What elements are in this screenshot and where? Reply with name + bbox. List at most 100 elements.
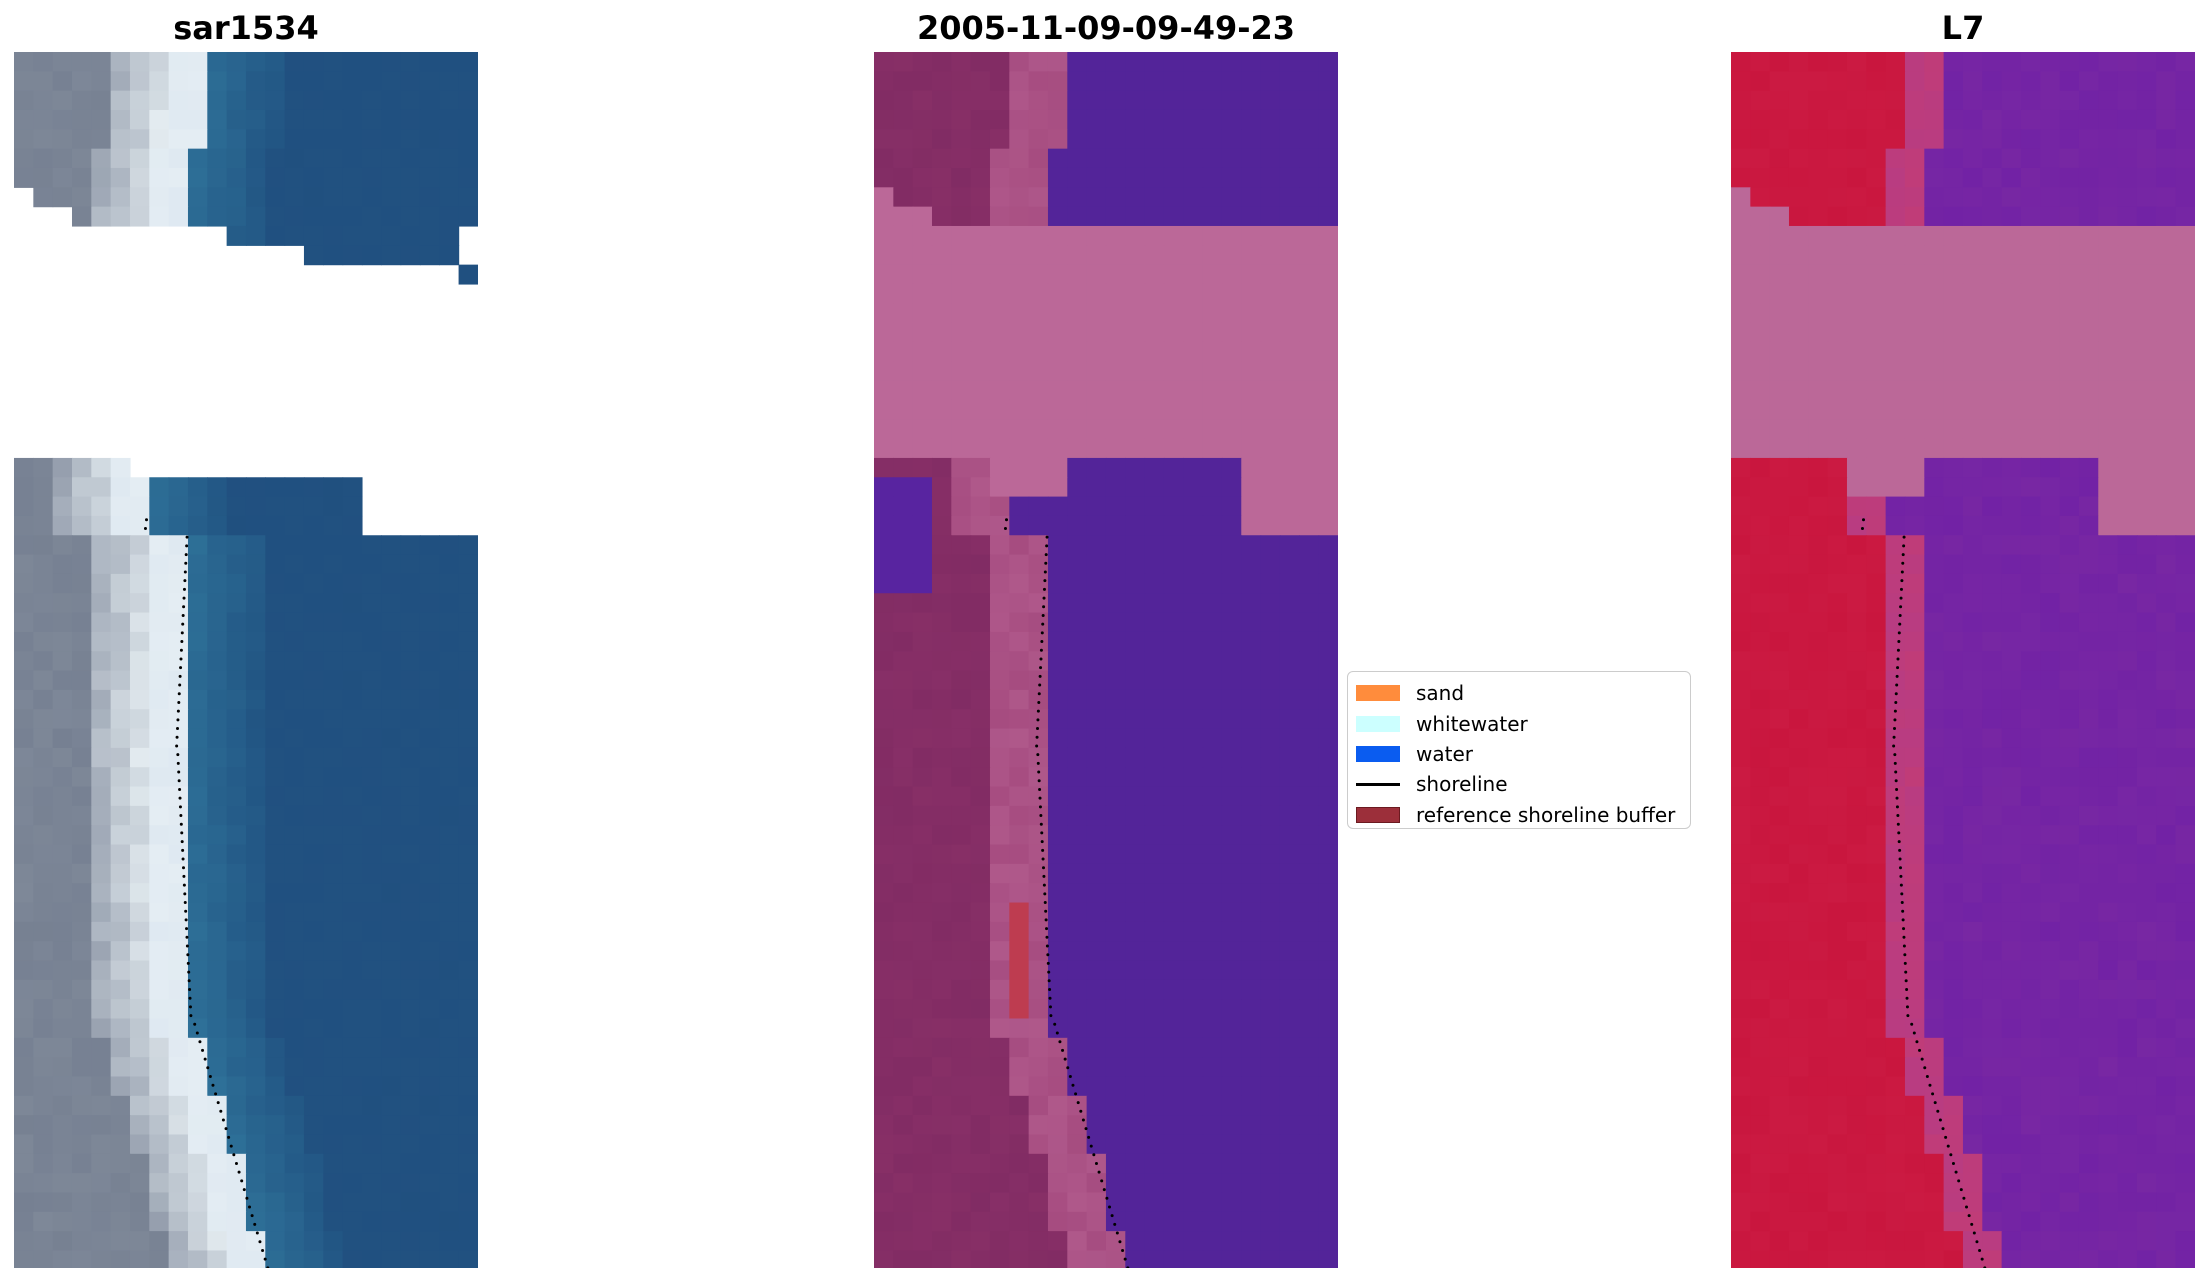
raster-pixel [1788, 651, 1809, 672]
raster-pixel [33, 535, 54, 556]
shoreline-dot [185, 944, 189, 948]
raster-pixel [1750, 921, 1771, 942]
raster-pixel [245, 960, 266, 981]
raster-pixel [2059, 283, 2080, 304]
raster-pixel [1067, 496, 1088, 517]
raster-pixel [265, 863, 286, 884]
raster-pixel [951, 728, 972, 749]
raster-pixel [1318, 438, 1338, 459]
raster-pixel [2001, 167, 2022, 188]
raster-pixel [1846, 245, 1867, 266]
shoreline-dot [1071, 1083, 1075, 1087]
raster-pixel [2098, 883, 2119, 904]
raster-pixel [1318, 380, 1338, 401]
raster-pixel [1924, 554, 1945, 575]
raster-pixel [2059, 999, 2080, 1020]
raster-pixel [1009, 902, 1030, 923]
raster-pixel [303, 670, 324, 691]
raster-pixel [1279, 1250, 1300, 1268]
raster-pixel [1144, 167, 1165, 188]
raster-pixel [970, 438, 991, 459]
raster-pixel [1846, 380, 1867, 401]
raster-pixel [912, 438, 933, 459]
raster-pixel [1067, 1173, 1088, 1194]
raster-pixel [893, 1250, 914, 1268]
raster-pixel [2059, 225, 2080, 246]
raster-pixel [187, 902, 208, 923]
raster-pixel [1846, 438, 1867, 459]
raster-pixel [1221, 999, 1242, 1020]
raster-pixel [1924, 612, 1945, 633]
raster-pixel [1279, 728, 1300, 749]
raster-pixel [1086, 883, 1107, 904]
raster-pixel [2136, 283, 2157, 304]
shoreline-dot [203, 1057, 207, 1061]
raster-pixel [1924, 438, 1945, 459]
raster-pixel [1866, 709, 1887, 730]
raster-pixel [2117, 225, 2138, 246]
raster-pixel [1750, 322, 1771, 343]
raster-pixel [1943, 477, 1964, 498]
raster-pixel [149, 1037, 170, 1058]
raster-pixel [1221, 303, 1242, 324]
raster-pixel [2136, 1037, 2157, 1058]
raster-pixel [1183, 399, 1204, 420]
raster-pixel [1125, 457, 1146, 478]
raster-pixel [2156, 728, 2177, 749]
raster-pixel [303, 1018, 324, 1039]
raster-pixel [893, 747, 914, 768]
shoreline-dot [1910, 1022, 1914, 1026]
raster-pixel [1086, 670, 1107, 691]
raster-pixel [931, 844, 952, 865]
raster-pixel [1241, 438, 1262, 459]
raster-pixel [2098, 129, 2119, 150]
raster-pixel [1202, 999, 1223, 1020]
raster-pixel [1221, 245, 1242, 266]
raster-pixel [1962, 786, 1983, 807]
raster-pixel [52, 1057, 73, 1078]
raster-pixel [1086, 689, 1107, 710]
raster-pixel [1241, 902, 1262, 923]
raster-pixel [1105, 380, 1126, 401]
raster-pixel [931, 573, 952, 594]
raster-pixel [2175, 361, 2195, 382]
raster-pixel [1318, 1037, 1338, 1058]
raster-pixel [931, 283, 952, 304]
raster-pixel [71, 1018, 92, 1039]
raster-pixel [1962, 709, 1983, 730]
raster-pixel [207, 1250, 228, 1268]
raster-pixel [1866, 225, 1887, 246]
raster-pixel [1183, 187, 1204, 208]
raster-pixel [1808, 689, 1829, 710]
raster-pixel [2156, 1057, 2177, 1078]
raster-pixel [1808, 1057, 1829, 1078]
raster-pixel [1846, 225, 1867, 246]
raster-pixel [207, 941, 228, 962]
raster-pixel [970, 844, 991, 865]
raster-pixel [1144, 477, 1165, 498]
raster-pixel [1769, 670, 1790, 691]
raster-pixel [931, 1250, 952, 1268]
raster-pixel [1299, 380, 1320, 401]
raster-pixel [1750, 496, 1771, 517]
shoreline-dot [182, 587, 186, 591]
shoreline-dot [1893, 753, 1897, 757]
raster-pixel [1009, 612, 1030, 633]
raster-pixel [1788, 1250, 1809, 1268]
raster-pixel [1962, 1057, 1983, 1078]
raster-pixel [893, 1231, 914, 1252]
raster-pixel [1105, 1076, 1126, 1097]
raster-pixel [1028, 419, 1049, 440]
raster-pixel [14, 1076, 34, 1097]
raster-pixel [970, 1250, 991, 1268]
raster-pixel [110, 863, 131, 884]
raster-pixel [1009, 1173, 1030, 1194]
raster-pixel [1105, 999, 1126, 1020]
raster-pixel [1885, 380, 1906, 401]
raster-pixel [91, 747, 112, 768]
raster-pixel [1183, 535, 1204, 556]
shoreline-dot [1046, 953, 1050, 957]
raster-pixel [2078, 631, 2099, 652]
raster-pixel [1846, 1192, 1867, 1213]
raster-pixel [1943, 380, 1964, 401]
